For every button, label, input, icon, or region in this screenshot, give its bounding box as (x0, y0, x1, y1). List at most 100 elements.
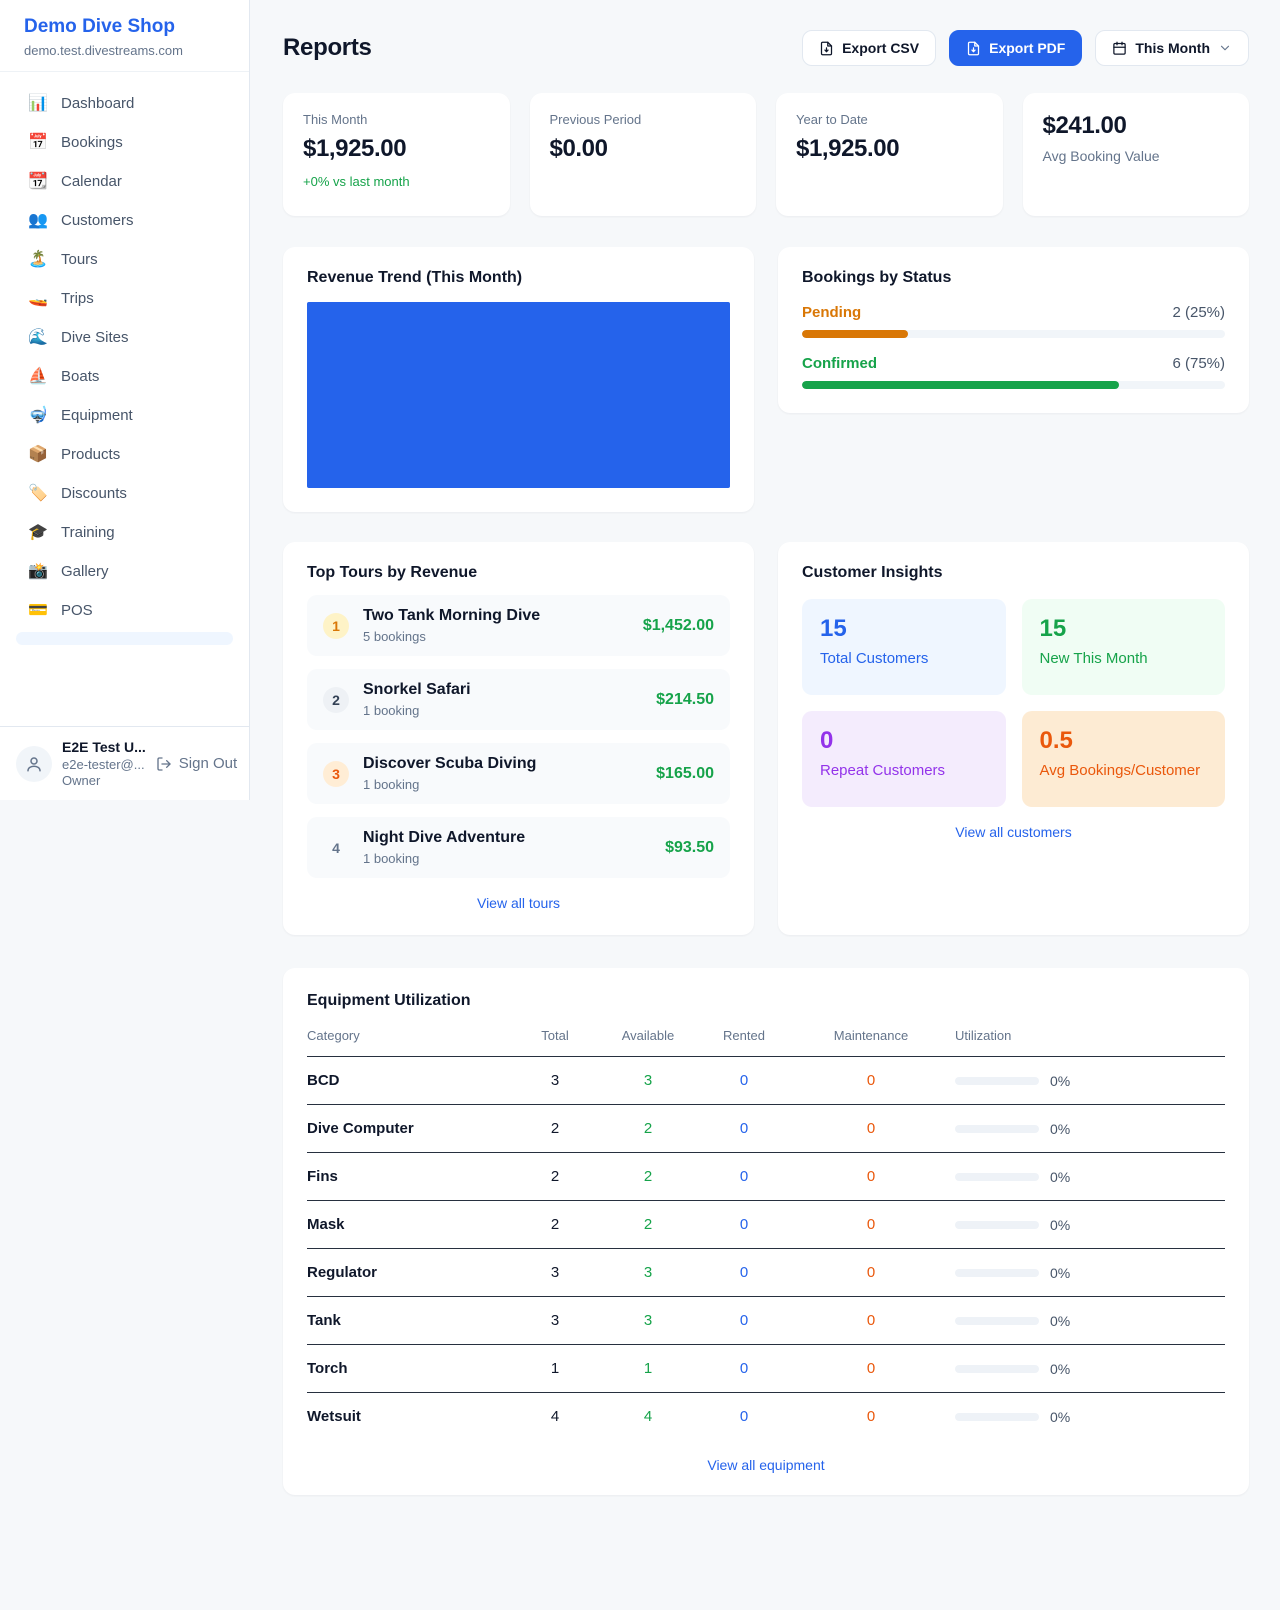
sidebar-item-customers[interactable]: 👥 Customers (12, 203, 237, 238)
tour-rank-badge: 3 (323, 760, 349, 787)
column-header-maintenance: Maintenance (795, 1018, 947, 1057)
avatar (16, 745, 52, 782)
sidebar-item-pos[interactable]: 💳 POS (12, 593, 237, 628)
cell-utilization: 0% (947, 1056, 1225, 1105)
utilization-progress-bar (955, 1316, 1039, 1325)
top-tours-title: Top Tours by Revenue (307, 564, 478, 581)
cell-rented: 0 (693, 1344, 795, 1393)
sidebar-item-products[interactable]: 📦 Products (12, 437, 237, 472)
tour-amount: $93.50 (665, 838, 714, 856)
stat-value: $241.00 (1042, 112, 1127, 139)
utilization-percent: 0% (1050, 1168, 1071, 1185)
status-row-pending: Pending 2 (25%) (802, 304, 1225, 338)
export-csv-label: Export CSV (842, 40, 920, 56)
logout-icon (157, 756, 171, 771)
utilization-progress-bar (955, 1172, 1039, 1181)
revenue-trend-panel: Revenue Trend (This Month) (283, 247, 754, 512)
header-actions: Export CSV Export PDF This Month (802, 30, 1249, 66)
sailboat-icon: ⛵ (28, 367, 48, 385)
export-csv-button[interactable]: Export CSV (802, 30, 937, 66)
tour-item-night-dive-adventure: 4 Night Dive Adventure 1 booking $93.50 (307, 817, 730, 878)
sidebar-item-dashboard[interactable]: 📊 Dashboard (12, 86, 237, 121)
sidebar-item-training[interactable]: 🎓 Training (12, 515, 237, 550)
cell-total: 4 (550, 1408, 560, 1425)
export-pdf-label: Export PDF (989, 40, 1066, 56)
view-all-customers-link[interactable]: View all customers (955, 824, 1072, 840)
view-all-tours-link[interactable]: View all tours (476, 895, 560, 911)
cell-total: 2 (507, 1152, 603, 1201)
cell-available: 1 (603, 1344, 693, 1393)
user-email: e2e-tester@... (62, 757, 145, 772)
sidebar-item-active-partial[interactable] (16, 632, 233, 645)
utilization-percent: 0% (1050, 1360, 1071, 1377)
revenue-trend-chart (307, 302, 730, 488)
credit-card-icon: 💳 (28, 601, 48, 619)
brand-name: Demo Dive Shop (24, 16, 175, 37)
utilization-progress-bar (955, 1412, 1039, 1421)
sidebar-item-boats[interactable]: ⛵ Boats (12, 359, 237, 394)
tour-amount: $1,452.00 (642, 616, 714, 634)
tour-item-two-tank-morning-dive: 1 Two Tank Morning Dive 5 bookings $1,452.0… (307, 595, 730, 656)
status-count: 2 (25%) (1172, 304, 1225, 321)
cell-total: 1 (507, 1344, 603, 1393)
sidebar-item-label: Gallery (61, 563, 109, 580)
cell-rented: 0 (693, 1200, 795, 1249)
sidebar-item-label: Calendar (61, 173, 122, 190)
period-dropdown[interactable]: This Month (1095, 30, 1249, 66)
view-all-equipment-link[interactable]: View all equipment (707, 1457, 825, 1473)
column-header-available: Available (603, 1018, 693, 1057)
bookings-by-status-title: Bookings by Status (802, 269, 952, 286)
tour-info: Night Dive Adventure 1 booking (363, 829, 525, 866)
customer-insights-title: Customer Insights (802, 564, 943, 581)
speedboat-icon: 🚤 (28, 289, 48, 307)
equipment-utilization-panel: Equipment Utilization Category Total Avail… (283, 968, 1249, 1495)
utilization-percent: 0% (1050, 1408, 1071, 1425)
sidebar-item-trips[interactable]: 🚤 Trips (12, 281, 237, 316)
cell-total: 3 (507, 1296, 603, 1345)
column-header-total: Total (507, 1018, 603, 1057)
sidebar-item-equipment[interactable]: 🤿 Equipment (12, 398, 237, 433)
graduation-cap-icon: 🎓 (28, 523, 48, 541)
utilization-progress-bar (955, 1268, 1039, 1277)
tour-info: Snorkel Safari 1 booking (363, 681, 471, 718)
table-row-dive-computer: Dive Computer 2 2 0 0 0% (307, 1104, 1225, 1153)
file-download-icon (820, 41, 833, 55)
sidebar-item-discounts[interactable]: 🏷️ Discounts (12, 476, 237, 511)
user-name: E2E Test U... (62, 739, 146, 755)
diving-mask-icon: 🤿 (28, 406, 48, 424)
sidebar-item-tours[interactable]: 🏝️ Tours (12, 242, 237, 277)
customer-insights-panel: Customer Insights 15 Total Customers 15 New… (778, 542, 1249, 935)
cell-maintenance: 0 (795, 1344, 947, 1393)
revenue-trend-title: Revenue Trend (This Month) (307, 269, 523, 286)
cell-total: 3 (507, 1056, 603, 1105)
sidebar-item-label: Tours (61, 251, 98, 268)
sidebar-item-label: Dive Sites (61, 329, 129, 346)
insight-tile-avg-bookings-customer: 0.5 Avg Bookings/Customer (1021, 711, 1225, 807)
user-info: E2E Test U... e2e-tester@... Owner (62, 739, 146, 788)
sidebar-item-bookings[interactable]: 📅 Bookings (12, 125, 237, 160)
tour-bookings: 1 booking (363, 851, 420, 866)
tour-name: Discover Scuba Diving (363, 755, 537, 772)
export-pdf-button[interactable]: Export PDF (949, 30, 1083, 66)
insight-tiles: 15 Total Customers 15 New This Month 0 Repeat… (802, 599, 1225, 807)
sidebar-item-gallery[interactable]: 📸 Gallery (12, 554, 237, 589)
sidebar-item-calendar[interactable]: 📆 Calendar (12, 164, 237, 199)
cell-utilization: 0% (947, 1296, 1225, 1345)
insight-value: 15 (1039, 615, 1067, 642)
equipment-utilization-title: Equipment Utilization (307, 992, 471, 1009)
status-progress-track (802, 330, 1225, 338)
status-progress-fill (802, 330, 908, 338)
bar-chart-icon: 📊 (28, 94, 48, 112)
utilization-progress-bar (955, 1124, 1039, 1133)
cell-maintenance: 0 (795, 1056, 947, 1105)
cell-category: Torch (307, 1344, 507, 1393)
column-header-rented: Rented (693, 1018, 795, 1057)
sign-out-button[interactable]: Sign Out (156, 755, 237, 772)
tour-info: Discover Scuba Diving 1 booking (363, 755, 536, 792)
cell-available: 2 (603, 1152, 693, 1201)
sidebar-item-dive-sites[interactable]: 🌊 Dive Sites (12, 320, 237, 355)
cell-maintenance: 0 (795, 1152, 947, 1201)
cell-total: 3 (507, 1248, 603, 1297)
cell-utilization: 0% (947, 1248, 1225, 1297)
wave-icon: 🌊 (28, 328, 48, 346)
